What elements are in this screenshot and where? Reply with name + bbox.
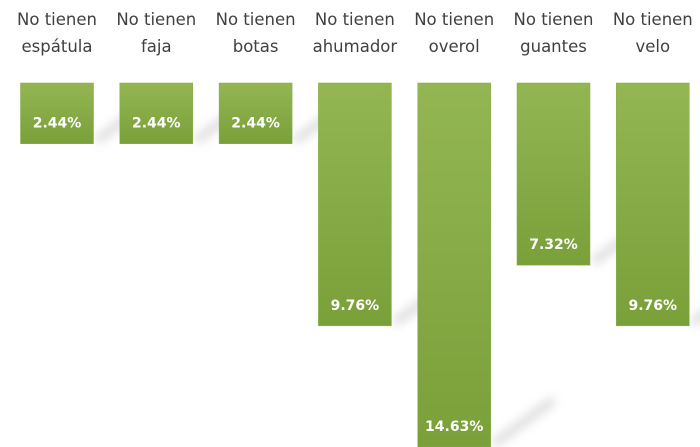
bar-shadow [490,397,557,447]
bar [318,82,392,327]
bar [616,82,690,327]
value-label: 9.76% [331,298,380,314]
category-label: No tienen ahumador [312,10,398,56]
bar [119,82,194,144]
bar [20,82,94,144]
category-label: No tienen overol [414,10,495,56]
value-label: 2.44% [132,116,181,132]
category-label: No tienen velo [612,10,693,56]
bar [516,82,591,266]
category-label: No tienen faja [116,10,197,56]
value-label: 2.44% [231,116,280,132]
category-label: No tienen guantes [513,10,594,56]
value-label: 7.32% [529,237,578,253]
bar-shadow [689,311,700,326]
bar [417,82,491,447]
bar [218,82,293,144]
value-label: 2.44% [33,116,82,132]
value-label: 9.76% [629,298,678,314]
category-label: No tienen espátula [17,10,97,56]
category-label: No tienen botas [215,10,296,56]
value-label: 14.63% [425,419,483,435]
